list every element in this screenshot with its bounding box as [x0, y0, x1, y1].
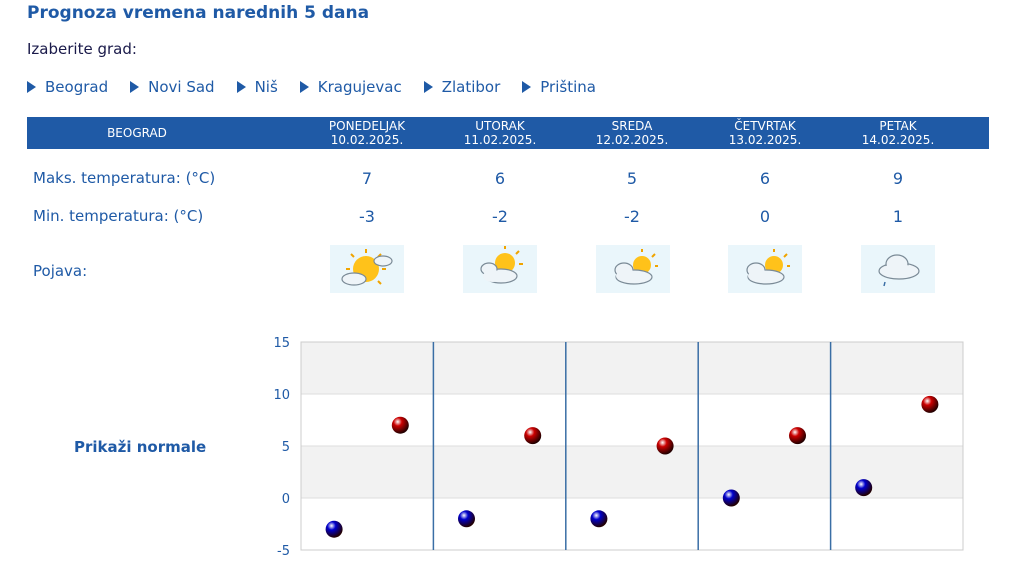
arrow-right-icon — [423, 81, 433, 93]
chart-y-tick-label: 15 — [273, 336, 290, 351]
header-day-4: ČETVRTAK 13.02.2025. — [728, 119, 802, 147]
city-select-label: Izaberite grad: — [27, 40, 137, 58]
arrow-right-icon — [522, 81, 532, 93]
city-link-nis[interactable]: Niš — [236, 78, 278, 96]
arrow-right-icon — [236, 81, 246, 93]
min-temp-day-1: -3 — [359, 207, 375, 226]
min-temp-day-4: 0 — [759, 207, 771, 226]
chart-border — [300, 341, 964, 551]
chart-series — [325, 395, 939, 538]
max-temp-day-3: 5 — [626, 169, 638, 188]
chart-grid-band — [301, 394, 963, 446]
header-day-1: PONEDELJAK 10.02.2025. — [328, 119, 406, 147]
phenomenon-label: Pojava: — [33, 262, 88, 280]
min-temp-day-5: 1 — [892, 207, 904, 226]
header-day-3: SREDA 12.02.2025. — [595, 119, 669, 147]
max-temp-day-1: 7 — [361, 169, 373, 188]
min-temp-day-2: -2 — [492, 207, 508, 226]
chart-plot-area — [300, 341, 964, 551]
min-temp-point[interactable] — [325, 520, 343, 538]
city-link-novi-sad[interactable]: Novi Sad — [130, 78, 215, 96]
city-list: Beograd Novi Sad Niš Kragujevac Zlatibor… — [27, 78, 618, 96]
min-temp-label: Min. temperatura: (°C) — [33, 207, 204, 225]
min-temp-point[interactable] — [590, 510, 608, 528]
header-day-2: UTORAK 11.02.2025. — [463, 119, 537, 147]
max-temp-point[interactable] — [656, 437, 674, 455]
arrow-right-icon — [130, 81, 140, 93]
page-title: Prognoza vremena narednih 5 dana — [27, 3, 370, 23]
max-temp-point[interactable] — [921, 395, 939, 413]
cloud-light-rain-icon — [861, 245, 935, 293]
forecast-table-header: BEOGRAD PONEDELJAK 10.02.2025. UTORAK 11.0… — [27, 117, 989, 149]
chart-y-tick-label: 10 — [273, 388, 290, 403]
min-temp-day-3: -2 — [624, 207, 640, 226]
cloudy-sun-icon — [728, 245, 802, 293]
chart-grid-band — [301, 446, 963, 498]
max-temp-point[interactable] — [524, 427, 542, 445]
arrow-right-icon — [27, 81, 36, 93]
partly-sunny-icon — [330, 245, 404, 293]
max-temp-point[interactable] — [391, 416, 409, 434]
chart-day-dividers — [432, 342, 832, 550]
cloudy-sun-icon — [596, 245, 670, 293]
chart-y-axis: 15 10 5 0 -5 — [273, 336, 290, 559]
max-temp-day-2: 6 — [494, 169, 506, 188]
sun-behind-clouds-icon — [463, 245, 537, 293]
city-link-zlatibor[interactable]: Zlatibor — [423, 78, 500, 96]
max-temp-day-5: 9 — [892, 169, 904, 188]
header-city: BEOGRAD — [107, 126, 167, 140]
chart-grid-band — [301, 498, 963, 550]
chart-y-tick-label: -5 — [277, 544, 290, 559]
arrow-right-icon — [299, 81, 309, 93]
max-temp-label: Maks. temperatura: (°C) — [33, 169, 216, 187]
min-temp-point[interactable] — [722, 489, 740, 507]
chart-y-tick-label: 0 — [282, 492, 290, 507]
city-link-pristina[interactable]: Priština — [522, 78, 596, 96]
min-temp-point[interactable] — [855, 479, 873, 497]
city-link-kragujevac[interactable]: Kragujevac — [299, 78, 402, 96]
header-day-5: PETAK 14.02.2025. — [861, 119, 935, 147]
chart-y-tick-label: 5 — [282, 440, 290, 455]
min-temp-point[interactable] — [458, 510, 475, 528]
show-normals-link[interactable]: Prikaži normale — [74, 438, 207, 456]
chart-grid-band — [301, 342, 963, 394]
city-link-beograd[interactable]: Beograd — [27, 78, 108, 96]
max-temp-day-4: 6 — [759, 169, 771, 188]
max-temp-point[interactable] — [789, 427, 806, 445]
